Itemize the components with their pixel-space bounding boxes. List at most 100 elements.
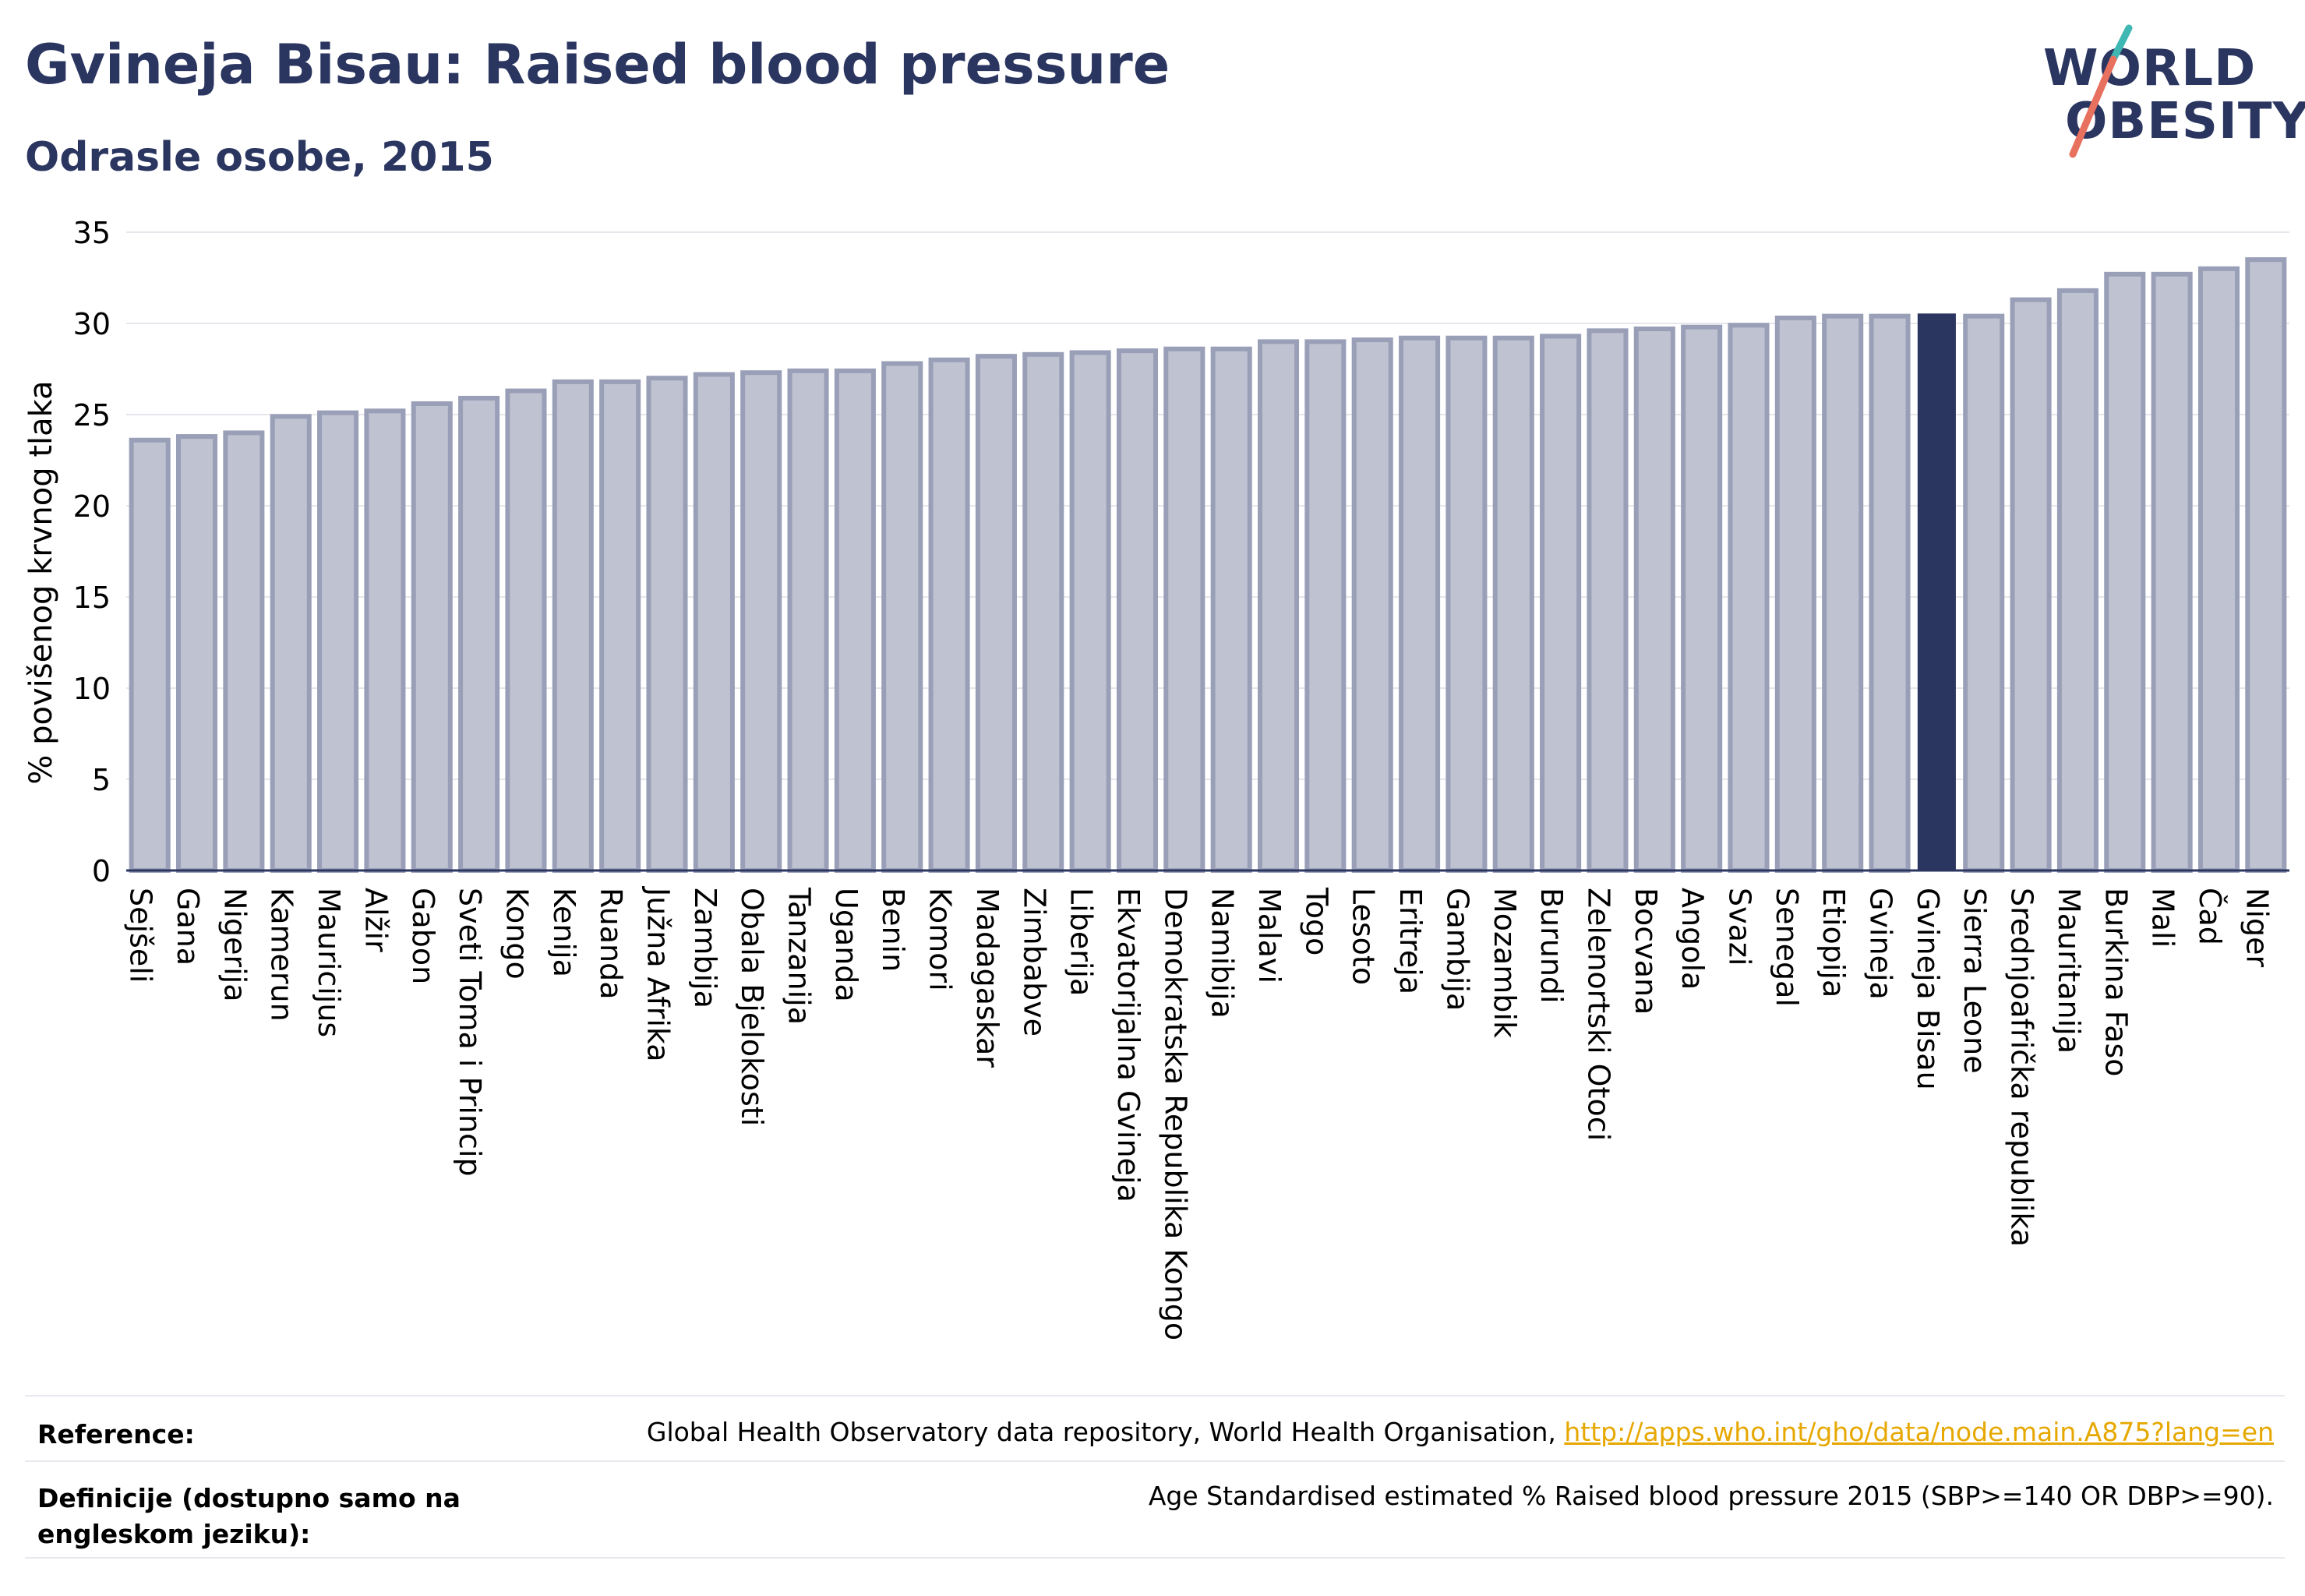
y-tick-label: 30 <box>73 307 111 341</box>
chart-title: Gvineja Bisau: Raised blood pressure <box>25 33 1170 97</box>
y-axis-ticks: 0 5 10 15 20 25 30 35 <box>73 216 111 888</box>
x-tick-label: Zambija <box>688 888 722 1008</box>
x-tick-label: Lesoto <box>1347 888 1381 985</box>
bar <box>129 437 171 873</box>
definition-label: Definicije (dostupno samo na engleskom j… <box>37 1483 461 1550</box>
footer-rule-bottom <box>25 1557 2285 1559</box>
x-tick-label: Liberija <box>1064 888 1099 996</box>
bar <box>1492 335 1534 874</box>
x-tick-label: Senegal <box>1770 888 1804 1007</box>
bar <box>1963 313 2005 873</box>
logo-line-1: WORLD <box>2043 40 2257 97</box>
bar <box>552 379 594 873</box>
footer-rule-top <box>25 1395 2285 1396</box>
x-tick-label: Gambija <box>1440 888 1474 1011</box>
x-tick-label: Nigerija <box>217 888 252 1002</box>
y-tick-label: 35 <box>73 216 111 250</box>
bar <box>1587 328 1629 873</box>
x-tick-label: Obala Bjelokosti <box>735 888 769 1126</box>
x-tick-label: Benin <box>876 888 910 972</box>
bar <box>175 434 218 873</box>
reference-label: Reference: <box>37 1419 195 1449</box>
x-tick-label: Ruanda <box>594 888 628 1000</box>
bar <box>270 414 312 873</box>
x-tick-label: Malavi <box>1252 888 1287 983</box>
x-tick-label: Gana <box>171 888 205 966</box>
bar <box>1445 335 1488 874</box>
x-tick-label: Mauritanija <box>2052 888 2086 1054</box>
x-tick-label: Mali <box>2146 888 2180 948</box>
bar-chart: 0 5 10 15 20 25 30 35 Sejšeli Gana Nigerija Kameru… <box>23 216 2289 1340</box>
x-tick-label: Angola <box>1675 888 1710 990</box>
bar <box>2197 266 2240 873</box>
x-tick-label: Zelenortski Otoci <box>1581 888 1615 1141</box>
bar <box>1351 337 1393 873</box>
x-tick-label: Namibija <box>1205 888 1240 1019</box>
bar <box>599 379 641 873</box>
bar <box>787 368 829 873</box>
bar <box>1822 313 1864 873</box>
x-tick-label: Tanzanija <box>782 887 817 1025</box>
bar <box>411 401 453 873</box>
footer-rule-middle <box>25 1460 2285 1462</box>
y-axis-label: % povišenog krvnog tlaka <box>23 380 59 784</box>
bar <box>975 354 1017 873</box>
x-tick-label: Ekvatorijalna Gvineja <box>1111 888 1145 1202</box>
y-tick-label: 20 <box>73 489 111 524</box>
x-tick-label: Kenija <box>547 888 581 977</box>
bar <box>1163 346 1205 873</box>
reference-text: Global Health Observatory data repositor… <box>646 1417 1565 1447</box>
x-tick-label: Gabon <box>406 888 440 984</box>
x-tick-label: Gvineja <box>1864 888 1898 1000</box>
logo-slash-icon <box>2069 24 2133 158</box>
bar <box>364 408 406 873</box>
x-tick-label: Sejšeli <box>124 888 158 983</box>
x-tick-label: Sierra Leone <box>1957 888 1992 1074</box>
x-tick-label: Niger <box>2240 888 2274 967</box>
y-tick-label: 0 <box>92 854 111 888</box>
bar <box>223 430 265 873</box>
bar <box>1116 348 1159 874</box>
chart-subtitle: Odrasle osobe, 2015 <box>25 134 494 181</box>
bar <box>928 357 970 873</box>
x-tick-label: Mozambik <box>1488 888 1522 1038</box>
x-tick-label: Togo <box>1299 887 1333 955</box>
bar <box>317 410 359 873</box>
y-tick-label: 15 <box>73 581 111 615</box>
x-tick-label: Sveti Toma i Princip <box>453 888 487 1177</box>
x-tick-label: Uganda <box>829 888 863 1002</box>
bar <box>1774 315 1816 874</box>
bar <box>693 372 735 873</box>
x-tick-label: Kamerun <box>265 888 299 1022</box>
y-tick-label: 25 <box>73 398 111 433</box>
bar <box>740 370 782 873</box>
bar <box>1540 334 1582 873</box>
x-tick-label: Komori <box>923 888 958 991</box>
x-tick-label: Burundi <box>1534 888 1569 1004</box>
definition-value: Age Standardised estimated % Raised bloo… <box>1148 1481 2274 1511</box>
bar <box>646 376 688 873</box>
bar <box>1399 335 1441 874</box>
bar <box>1681 324 1723 873</box>
bar <box>1257 339 1300 873</box>
x-tick-label: Svazi <box>1723 888 1757 966</box>
x-tick-label: Bocvana <box>1629 888 1663 1015</box>
x-tick-label: Južna Afrika <box>641 886 676 1062</box>
bar <box>1069 350 1111 873</box>
bar <box>2151 271 2193 873</box>
x-axis-labels: Sejšeli Gana Nigerija Kamerun Mauricijus Alži… <box>124 886 2275 1340</box>
bar <box>1304 339 1347 873</box>
bar <box>1210 346 1252 873</box>
x-tick-label: Madagaskar <box>970 888 1004 1068</box>
bar <box>2104 271 2146 873</box>
logo-line-2: OBESITY <box>2065 93 2305 150</box>
x-tick-label: Etiopija <box>1816 888 1851 998</box>
world-obesity-logo: WORLD OBESITY <box>2042 22 2305 162</box>
x-tick-label: Demokratska Republika Kongo <box>1158 888 1192 1340</box>
x-tick-label: Gvineja Bisau <box>1911 888 1945 1090</box>
x-tick-label: Kongo <box>499 888 534 980</box>
reference-link[interactable]: http://apps.who.int/gho/data/node.main.A… <box>1564 1417 2274 1447</box>
y-tick-label: 10 <box>73 672 111 706</box>
bar-highlighted <box>1917 313 1956 871</box>
x-tick-label: Burkina Faso <box>2099 888 2133 1077</box>
